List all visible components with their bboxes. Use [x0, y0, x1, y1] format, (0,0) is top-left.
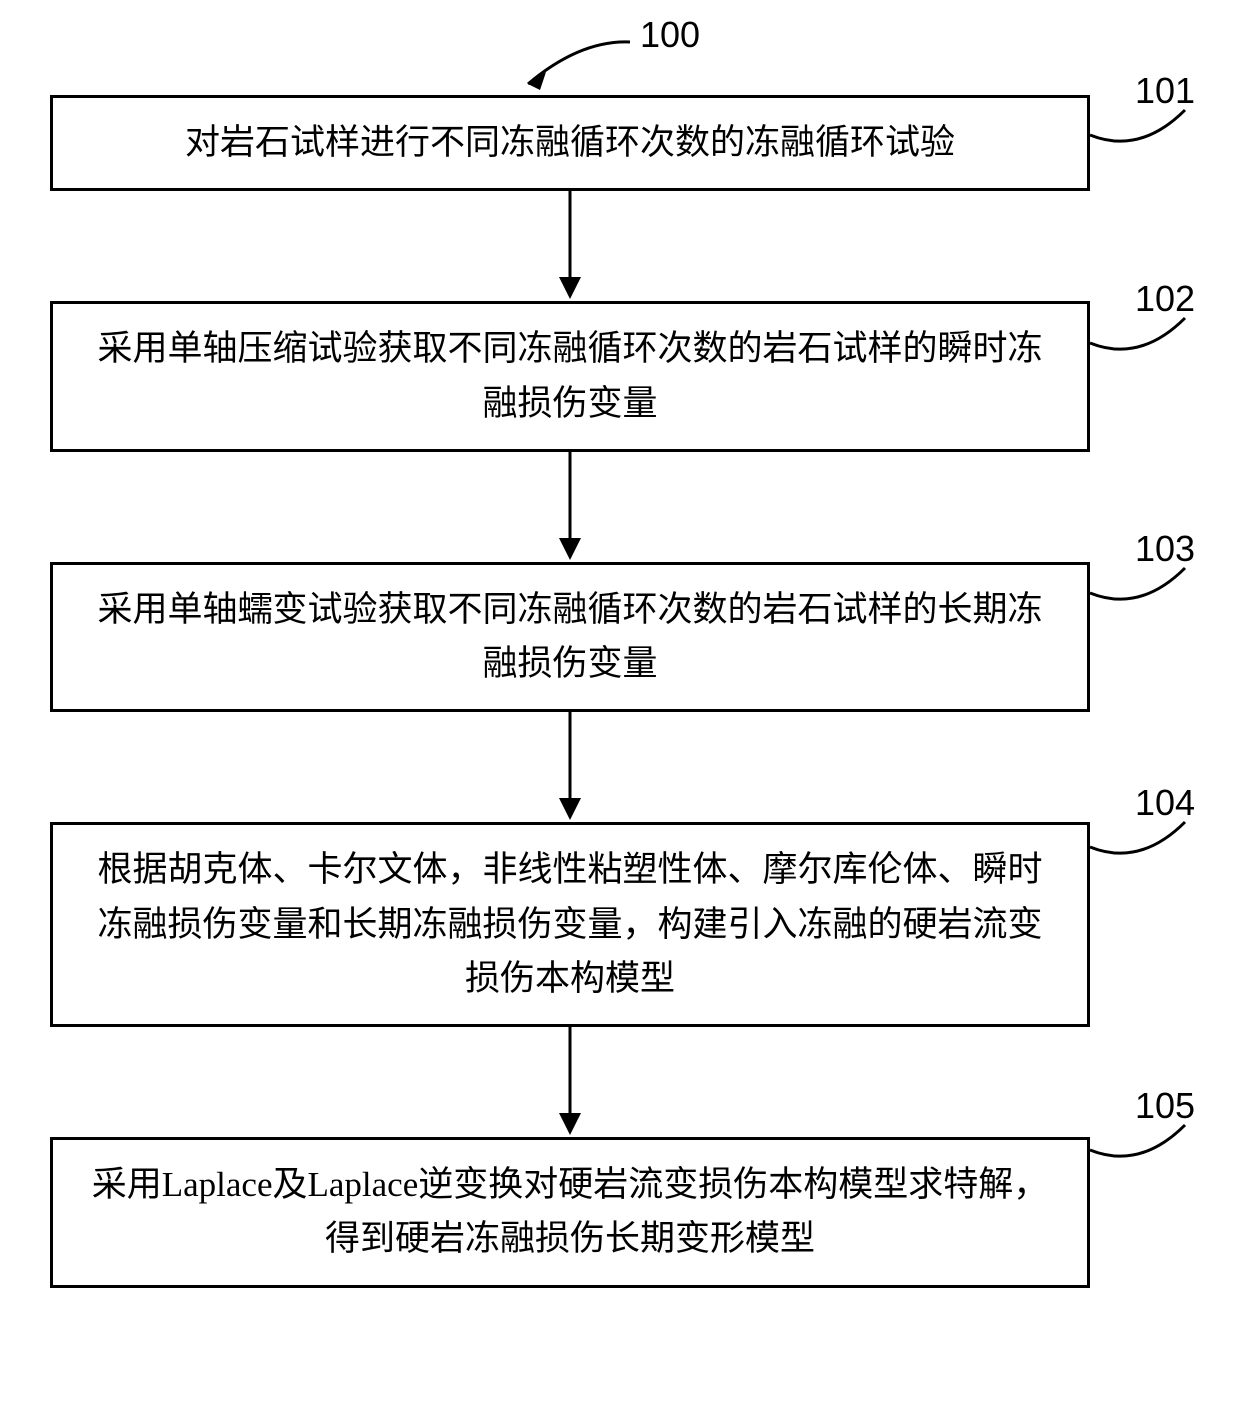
flow-arrow	[50, 452, 1090, 562]
flow-node-101: 对岩石试样进行不同冻融循环次数的冻融循环试验	[50, 95, 1090, 191]
reference-arrow-icon	[470, 30, 650, 100]
flow-node-text: 根据胡克体、卡尔文体，非线性粘塑性体、摩尔库伦体、瞬时冻融损伤变量和长期冻融损伤…	[83, 843, 1057, 1006]
flowchart-container: 100 对岩石试样进行不同冻融循环次数的冻融循环试验 101 采用单轴压缩试验获…	[50, 20, 1190, 1288]
flow-node-102: 采用单轴压缩试验获取不同冻融循环次数的岩石试样的瞬时冻融损伤变量	[50, 301, 1090, 452]
flow-node-103: 采用单轴蠕变试验获取不同冻融循环次数的岩石试样的长期冻融损伤变量	[50, 562, 1090, 713]
node-label-102: 102	[1135, 278, 1195, 320]
flow-node-105: 采用Laplace及Laplace逆变换对硬岩流变损伤本构模型求特解，得到硬岩冻…	[50, 1137, 1090, 1288]
flow-node-text: 对岩石试样进行不同冻融循环次数的冻融循环试验	[185, 116, 955, 170]
node-label-101: 101	[1135, 70, 1195, 112]
node-label-105: 105	[1135, 1085, 1195, 1127]
node-label-103: 103	[1135, 528, 1195, 570]
flow-node-text: 采用单轴压缩试验获取不同冻融循环次数的岩石试样的瞬时冻融损伤变量	[83, 322, 1057, 431]
flow-arrow	[50, 712, 1090, 822]
flow-node-text: 采用Laplace及Laplace逆变换对硬岩流变损伤本构模型求特解，得到硬岩冻…	[83, 1158, 1057, 1267]
flow-arrow	[50, 191, 1090, 301]
flow-node-text: 采用单轴蠕变试验获取不同冻融循环次数的岩石试样的长期冻融损伤变量	[83, 583, 1057, 692]
flow-arrow	[50, 1027, 1090, 1137]
node-label-104: 104	[1135, 782, 1195, 824]
flow-node-104: 根据胡克体、卡尔文体，非线性粘塑性体、摩尔库伦体、瞬时冻融损伤变量和长期冻融损伤…	[50, 822, 1090, 1027]
